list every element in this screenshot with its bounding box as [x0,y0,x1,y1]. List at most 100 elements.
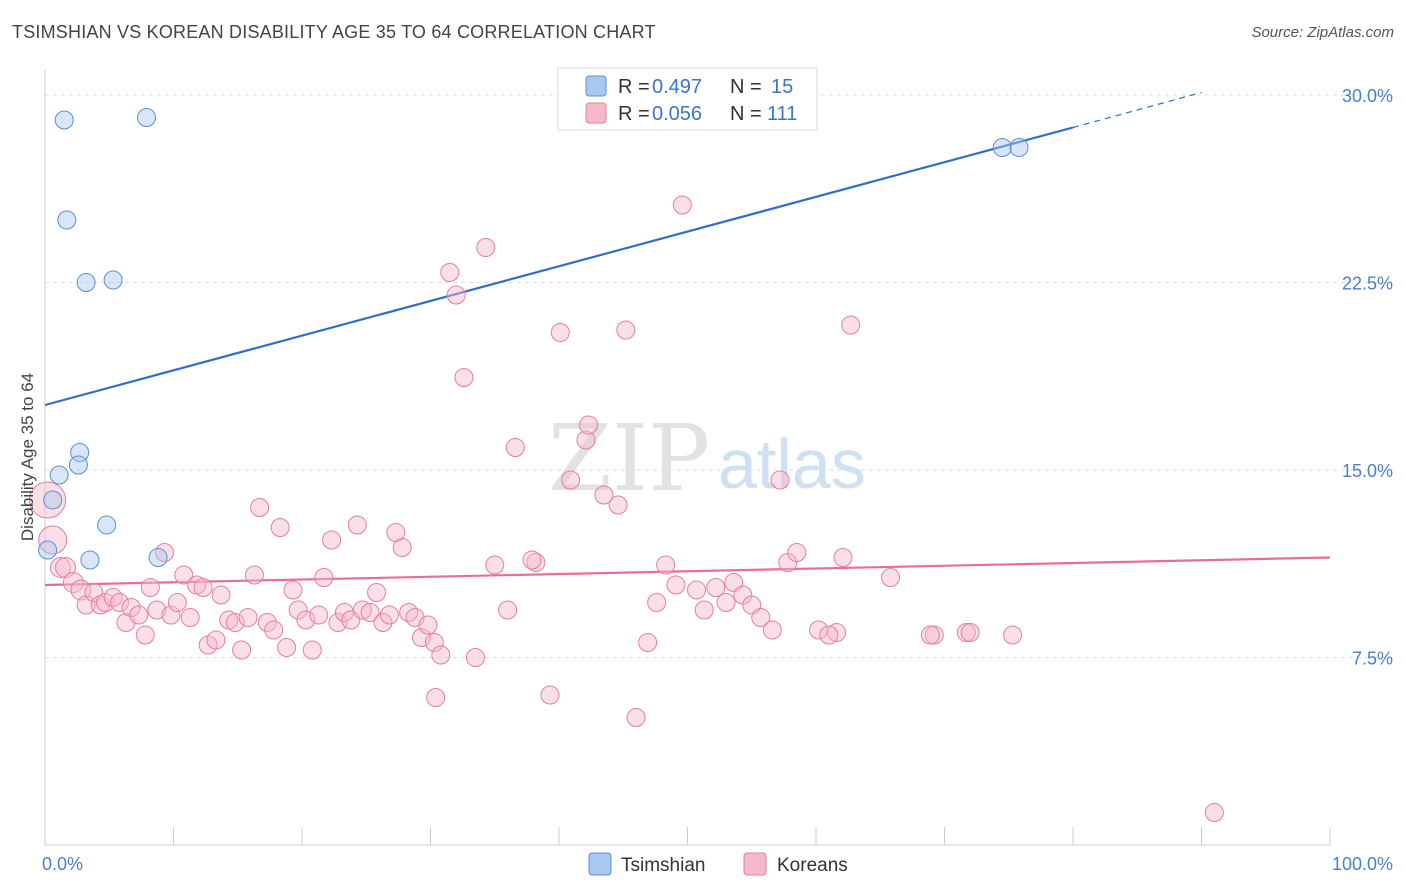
axes [44,70,1331,846]
point-koreans [465,648,485,667]
legend-n-label-koreans: N = [730,103,762,125]
point-koreans [833,548,853,567]
point-koreans [277,638,297,657]
point-koreans [476,238,496,257]
point-koreans [283,580,303,600]
point-koreans [174,565,194,585]
point-koreans [706,578,726,597]
trendline-koreans [44,556,1331,587]
point-koreans [431,645,451,665]
point-koreans [505,438,525,457]
point-koreans [1003,625,1023,645]
point-koreans [418,615,438,635]
point-koreans [561,470,581,490]
source-credit: Source: ZipAtlas.com [1251,24,1394,41]
point-koreans [302,640,322,660]
point-koreans [716,593,736,612]
bottom-legend-swatch-tsimshian [588,852,612,876]
point-koreans [140,578,160,597]
y-tick-label: 7.5% [1352,649,1393,669]
point-koreans [399,603,419,622]
trendline-tsimshian [44,126,1074,407]
point-koreans [103,588,123,607]
point-koreans [686,580,706,600]
point-koreans [485,555,505,575]
legend-r-label-tsimshian: R = [618,76,650,98]
point-koreans [110,593,130,612]
bottom-legend-swatch-koreans [743,852,767,876]
point-tsimshian [76,273,96,292]
x-tick-label: 100.0% [1332,854,1393,874]
point-koreans [770,470,790,490]
point-koreans [751,608,771,627]
point-koreans [694,600,714,620]
point-tsimshian [137,108,157,127]
point-koreans [206,630,226,650]
y-axis-label: Disability Age 35 to 64 [18,373,37,541]
legend-n-value-koreans: 111 [767,103,797,125]
point-koreans [250,498,270,517]
point-koreans [881,568,901,587]
point-koreans [288,600,308,620]
point-koreans [360,603,380,622]
point-koreans [270,518,290,537]
point-koreans [347,515,367,535]
point-koreans [296,610,316,630]
point-tsimshian [97,515,117,535]
x-tick-label: 0.0% [42,854,83,874]
point-koreans [257,613,277,632]
point-koreans [147,600,167,620]
point-koreans [522,550,542,570]
point-koreans [608,495,628,515]
legend-r-value-koreans: 0.056 [652,103,702,125]
point-koreans [322,530,342,550]
watermark-zip: ZIP [548,405,710,512]
point-koreans [827,623,847,642]
legend-n-value-tsimshian: 15 [771,76,793,98]
trendline-extension-tsimshian [1072,91,1202,129]
point-koreans [211,585,231,605]
point-koreans [626,708,646,727]
bottom-legend-label-tsimshian: Tsimshian [621,855,705,876]
point-koreans [38,525,68,555]
point-koreans [576,430,596,450]
gridlines [45,94,1392,658]
point-tsimshian [992,138,1012,157]
point-koreans [841,315,861,335]
point-koreans [1204,803,1224,822]
point-koreans [314,568,334,587]
point-koreans [672,195,692,215]
data-points [29,108,1224,822]
point-koreans [762,620,782,640]
point-tsimshian [49,465,69,485]
point-koreans [647,593,667,612]
point-koreans [550,323,570,342]
chart-title: TSIMSHIAN VS KOREAN DISABILITY AGE 35 TO… [12,22,656,42]
y-tick-label: 22.5% [1342,274,1393,294]
point-koreans [392,538,412,557]
y-tick-label: 15.0% [1342,461,1393,481]
point-koreans [656,555,676,575]
point-koreans [960,623,980,642]
point-koreans [309,605,329,625]
point-koreans [379,605,399,625]
point-koreans [180,608,200,627]
point-koreans [161,605,181,625]
point-tsimshian [80,550,100,570]
point-koreans [638,633,658,652]
point-koreans [426,688,446,707]
legend-swatch-koreans [585,102,607,124]
x-tick-labels: 0.0% 100.0% [42,854,1393,874]
point-koreans [367,583,387,602]
point-koreans [121,598,141,617]
point-koreans [135,625,155,645]
point-koreans [373,613,393,632]
legend-r-value-tsimshian: 0.497 [652,76,702,98]
point-koreans [579,415,599,435]
watermark-atlas: atlas [718,425,866,503]
point-koreans [62,572,84,593]
point-koreans [787,543,807,562]
point-koreans [129,605,149,625]
point-koreans [454,368,474,387]
